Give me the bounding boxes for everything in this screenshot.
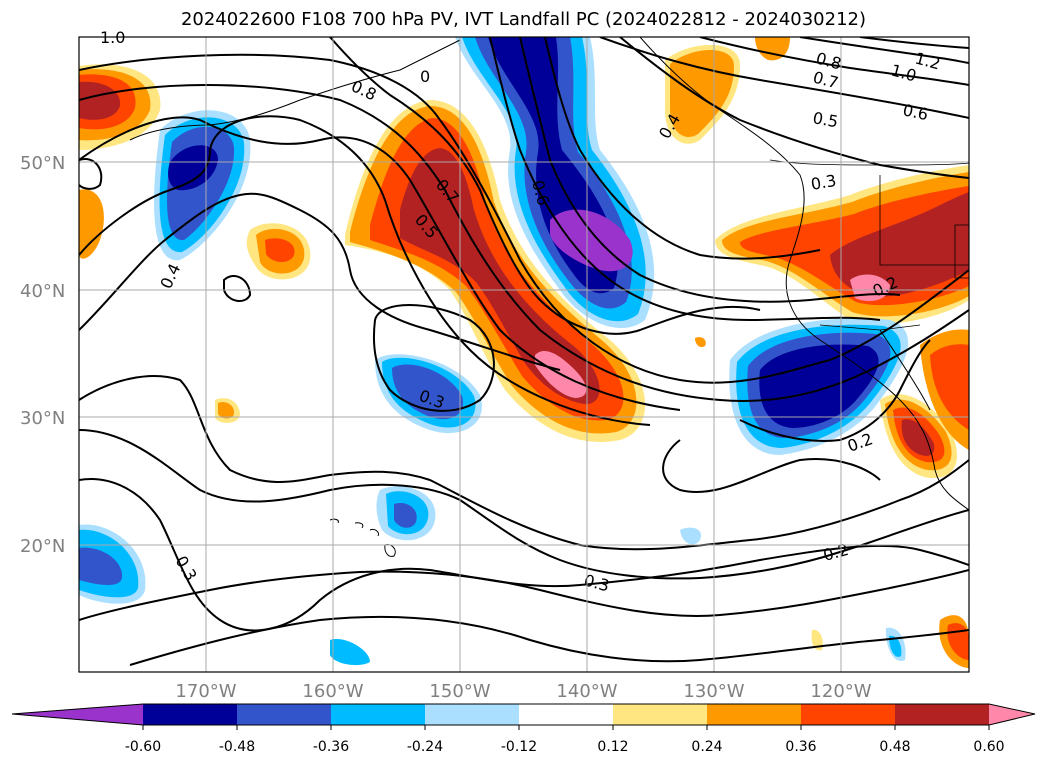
colorbar-segment <box>801 704 896 725</box>
colorbar-tick-label: 0.48 <box>879 739 910 755</box>
contour-line <box>79 375 969 551</box>
contour-label: 0.4 <box>156 261 184 292</box>
contour-line <box>79 569 969 621</box>
map-title: 2024022600 F108 700 hPa PV, IVT Landfall… <box>180 9 867 30</box>
colorbar-tick-label: 0.12 <box>597 739 628 755</box>
map-frame <box>78 36 970 673</box>
lon-label-140w: 140°W <box>556 681 617 702</box>
colorbar-segment <box>425 704 520 725</box>
colorbar-segment <box>895 704 990 725</box>
positive-anomaly-nw <box>79 64 161 150</box>
contour-line <box>129 615 969 666</box>
contour-line <box>79 158 103 190</box>
lon-label-170w: 170°W <box>175 681 236 702</box>
coastline <box>639 37 969 511</box>
contour-line <box>79 116 681 411</box>
coastline <box>129 99 301 141</box>
colorbar-tick-label: 0.60 <box>973 739 1004 755</box>
island <box>384 544 396 557</box>
island <box>329 518 339 524</box>
positive-anomaly-w <box>79 189 104 259</box>
contour-label: 0.2 <box>845 429 875 456</box>
contour-label: 0.3 <box>809 171 837 194</box>
border <box>819 324 921 331</box>
colorbar-tick-label: 0.36 <box>785 739 816 755</box>
contour-line <box>662 439 881 493</box>
latitude-labels: 50°N 40°N 30°N 20°N <box>20 153 65 557</box>
contour-label: 0.3 <box>582 571 612 596</box>
lon-label-160w: 160°W <box>302 681 363 702</box>
positive-anomaly-east <box>715 165 969 324</box>
contour-line <box>859 37 969 49</box>
contour-label: 0.8 <box>348 76 379 104</box>
coastline <box>299 39 461 101</box>
contour-label: 0.6 <box>901 100 930 124</box>
contour-line <box>372 304 495 412</box>
contour-line <box>619 37 969 179</box>
lon-label-120w: 120°W <box>810 681 871 702</box>
longitude-labels: 170°W 160°W 150°W 140°W 130°W 120°W <box>175 681 871 702</box>
colorbar-tick-label: -0.12 <box>501 739 537 755</box>
colorbar-tick-label: -0.48 <box>219 739 255 755</box>
colorbar-tick-label: -0.60 <box>125 739 161 755</box>
contour-line <box>79 429 969 580</box>
colorbar: -0.60 -0.48 -0.36 -0.24 -0.12 0.12 0.24 0.36 0.4… <box>11 703 1036 755</box>
contour-line <box>329 37 761 335</box>
border <box>769 159 969 166</box>
colorbar-segment <box>613 704 708 725</box>
colorbar-segment <box>143 704 238 725</box>
contour-line <box>79 192 561 371</box>
pv-shading <box>79 37 969 668</box>
contour-line <box>79 84 969 402</box>
contour-line <box>544 37 821 260</box>
contour-line <box>223 275 252 302</box>
colorbar-extend-min <box>12 704 143 725</box>
border <box>954 224 969 279</box>
graticule <box>79 37 969 672</box>
lon-label-150w: 150°W <box>429 681 490 702</box>
contour-label: 0.2 <box>821 540 851 565</box>
contour-label: 0 <box>420 67 430 86</box>
contour-line <box>489 37 881 322</box>
contour-line <box>79 478 969 632</box>
contour-label: 0.5 <box>811 108 839 131</box>
colorbar-segment <box>519 704 614 725</box>
contour-line <box>799 37 969 64</box>
contour-line <box>79 115 651 426</box>
lat-label-40n: 40°N <box>20 281 65 302</box>
lat-label-50n: 50°N <box>20 153 65 174</box>
colorbar-segment <box>331 704 426 725</box>
colorbar-tick-label: -0.36 <box>313 739 349 755</box>
contour-line <box>79 53 969 384</box>
contour-line <box>599 37 969 119</box>
negative-anomaly-nw <box>154 110 251 261</box>
lon-label-130w: 130°W <box>683 681 744 702</box>
colorbar-segment <box>237 704 332 725</box>
coastline <box>879 329 931 411</box>
island <box>354 522 364 529</box>
contour-line <box>699 37 969 86</box>
ivt-contours <box>79 37 969 666</box>
positive-anomaly-se <box>880 329 969 479</box>
border <box>879 175 969 266</box>
coastlines <box>129 37 969 557</box>
colorbar-tick-label: -0.24 <box>407 739 443 755</box>
island <box>369 529 379 537</box>
lat-label-30n: 30°N <box>20 408 65 429</box>
colorbar-segment <box>707 704 802 725</box>
lat-label-20n: 20°N <box>20 536 65 557</box>
colorbar-extend-max <box>989 704 1035 725</box>
colorbar-tick-label: 0.24 <box>691 739 722 755</box>
contour-line <box>739 339 931 442</box>
contour-line <box>519 37 901 303</box>
